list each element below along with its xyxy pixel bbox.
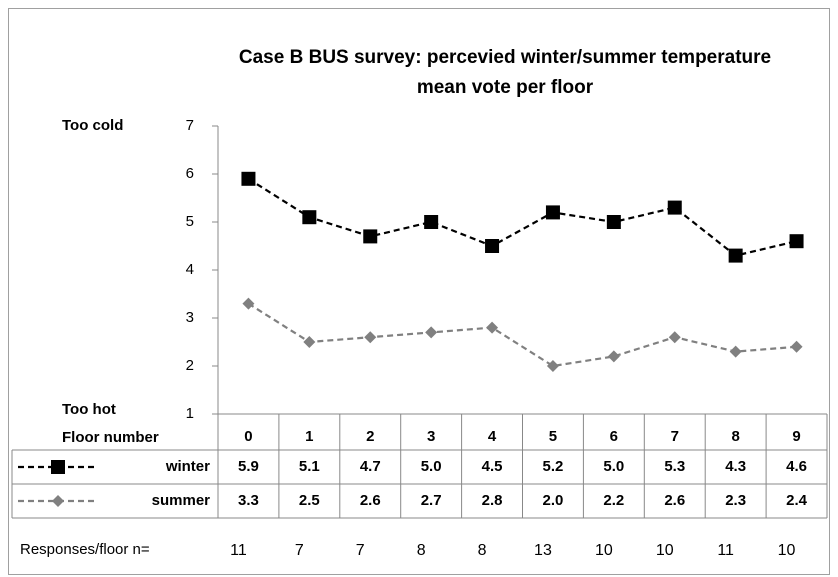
chart-title: mean vote per floor [417, 77, 594, 98]
marker [486, 321, 499, 334]
annotation: Too hot [62, 401, 116, 418]
marker [485, 239, 500, 253]
y-tick-label: 6 [186, 165, 194, 182]
response-count: 10 [778, 542, 796, 559]
response-count: 7 [295, 542, 304, 559]
x-axis-label: Floor number [62, 429, 159, 446]
response-count: 7 [356, 542, 365, 559]
y-tick-label: 5 [186, 213, 194, 230]
response-count: 11 [717, 542, 734, 559]
marker [303, 336, 316, 348]
table-value: 5.0 [603, 458, 624, 475]
marker [728, 248, 743, 263]
x-tick-label: 8 [731, 428, 739, 445]
x-tick-label: 7 [671, 428, 679, 445]
marker [606, 215, 621, 229]
x-tick-label: 0 [244, 428, 252, 445]
y-tick-label: 7 [186, 117, 194, 134]
marker [545, 205, 560, 220]
table-value: 2.4 [786, 492, 808, 509]
x-tick-label: 5 [549, 428, 557, 445]
x-tick-label: 1 [305, 428, 313, 445]
marker [363, 229, 378, 244]
marker [607, 350, 620, 363]
x-tick-label: 3 [427, 428, 435, 445]
y-tick-label: 1 [186, 405, 194, 422]
x-tick-label: 2 [366, 428, 374, 445]
response-count: 8 [478, 542, 487, 559]
marker [242, 297, 255, 310]
x-tick-label: 6 [610, 428, 618, 445]
response-count: 10 [595, 542, 613, 559]
responses-label: Responses/floor n= [20, 541, 150, 558]
marker [241, 171, 256, 186]
marker [546, 360, 559, 372]
table-value: 4.3 [725, 458, 746, 475]
table-value: 3.3 [238, 492, 259, 509]
table-value: 5.9 [238, 458, 259, 475]
y-tick-label: 4 [186, 261, 194, 278]
response-count: 11 [230, 542, 247, 559]
y-tick-label: 2 [186, 357, 194, 374]
table-value: 5.2 [543, 458, 564, 475]
response-count: 13 [534, 542, 552, 559]
marker [789, 234, 804, 249]
table-value: 5.1 [299, 458, 320, 475]
x-tick-label: 4 [488, 428, 497, 445]
chart-frame [8, 8, 830, 575]
table-value: 2.7 [421, 492, 442, 509]
y-tick-label: 3 [186, 309, 194, 326]
table-value: 4.7 [360, 458, 381, 475]
table-value: 2.6 [664, 492, 685, 509]
table-value: 2.3 [725, 492, 746, 509]
marker [364, 331, 377, 344]
table-value: 2.6 [360, 492, 381, 509]
legend-label: summer [152, 492, 211, 509]
x-tick-label: 9 [792, 428, 800, 445]
marker [668, 331, 681, 344]
table-value: 5.3 [664, 458, 685, 475]
marker [425, 326, 438, 339]
table-value: 5.0 [421, 458, 442, 475]
table-value: 4.6 [786, 458, 807, 475]
legend-marker [52, 495, 64, 507]
response-count: 8 [417, 542, 426, 559]
legend-label: winter [165, 458, 210, 475]
table-value: 2.5 [299, 492, 320, 509]
table-value: 2.2 [603, 492, 624, 509]
table-value: 2.0 [543, 492, 564, 509]
chart-title: Case B BUS survey: percevied winter/summ… [239, 47, 771, 68]
marker [667, 200, 682, 215]
annotation: Too cold [62, 117, 123, 134]
legend-marker [51, 460, 65, 474]
marker [729, 345, 742, 358]
marker [790, 340, 803, 353]
marker [302, 210, 317, 225]
series-line [247, 177, 797, 257]
table-value: 2.8 [482, 492, 503, 509]
response-count: 10 [656, 542, 674, 559]
table-value: 4.5 [482, 458, 503, 475]
series-line [247, 302, 797, 368]
marker [424, 215, 439, 229]
